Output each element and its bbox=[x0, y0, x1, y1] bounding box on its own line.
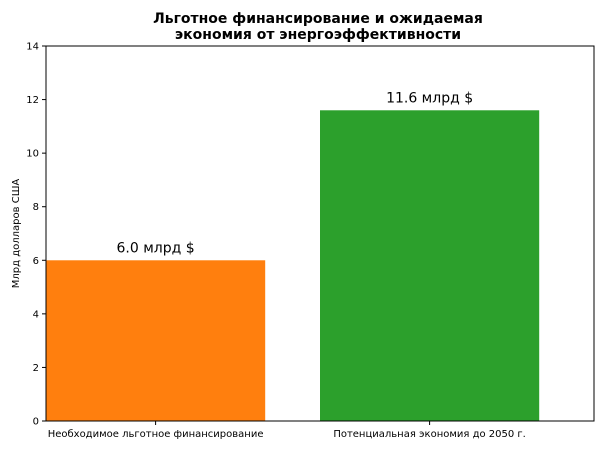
y-tick-label: 12 bbox=[26, 95, 39, 106]
x-tick-label: Необходимое льготное финансирование bbox=[48, 429, 264, 440]
y-tick-label: 8 bbox=[33, 202, 39, 213]
y-tick-label: 10 bbox=[26, 149, 39, 160]
y-tick-label: 4 bbox=[33, 309, 39, 320]
plot-area: 0 2 4 6 8 10 12 14 6.0 млрд $ Необходимое льготно… bbox=[26, 42, 540, 440]
axes-frame bbox=[45, 45, 595, 422]
y-tick-label: 14 bbox=[26, 42, 39, 53]
chart-title-line-2: экономия от энергоэффективности bbox=[175, 27, 461, 43]
x-tick-label: Потенциальная экономия до 2050 г. bbox=[333, 429, 526, 440]
y-tick-label: 6 bbox=[33, 256, 39, 267]
bar-value-label: 6.0 млрд $ bbox=[117, 240, 195, 256]
bar bbox=[46, 260, 266, 421]
bar-value-label: 11.6 млрд $ bbox=[386, 90, 473, 106]
y-tick-label: 0 bbox=[33, 417, 39, 428]
chart-title-line-1: Льготное финансирование и ожидаемая bbox=[153, 11, 483, 27]
y-axis-label: Млрд долларов США bbox=[11, 179, 22, 289]
y-tick-label: 2 bbox=[33, 363, 39, 374]
bar bbox=[320, 110, 540, 422]
